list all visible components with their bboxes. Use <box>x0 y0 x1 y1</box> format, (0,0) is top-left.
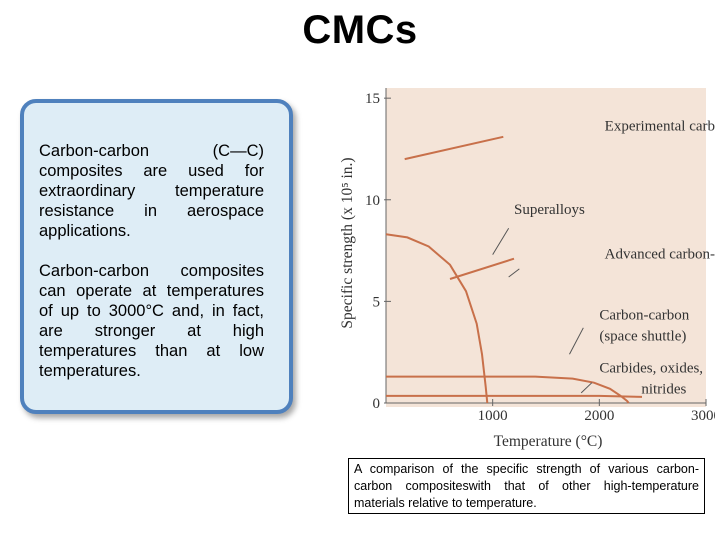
plot-background <box>386 88 706 407</box>
series-label-1: Experimental carbon-carbon <box>605 119 715 135</box>
x-tick-label: 1000 <box>478 408 508 424</box>
series-label-4: Carbon-carbon (space shuttle) <box>599 308 689 345</box>
y-tick-label: 10 <box>365 193 380 209</box>
description-paragraph-1: Carbon-carbon (C—C) composites are used … <box>39 142 264 240</box>
description-paragraph-2: Carbon-carbon composites can operate at … <box>39 262 264 380</box>
series-line-1 <box>404 135 504 161</box>
series-label-2: Superalloys <box>514 202 585 218</box>
description-box: Carbon-carbon (C—C) composites are used … <box>20 99 293 414</box>
series-label-5: Carbides, oxides, nitrides <box>599 361 703 398</box>
series-leader-3 <box>508 268 520 278</box>
x-tick-label: 3000 <box>691 408 715 424</box>
y-tick-label: 0 <box>373 396 381 412</box>
y-tick-label: 15 <box>365 91 380 107</box>
series-labels: Experimental carbon-carbon Superalloys Adv… <box>492 119 715 398</box>
series-lines <box>385 135 643 404</box>
series-leader-4 <box>569 327 584 355</box>
series-line-4 <box>386 375 630 404</box>
series-line-3 <box>449 257 515 280</box>
figure-caption: A comparison of the specific strength of… <box>348 458 705 514</box>
x-axis-title: Temperature (°C) <box>494 433 603 450</box>
axes: 0 5 10 15 1000 2000 3000 <box>365 88 715 424</box>
series-line-5 <box>386 394 643 398</box>
x-tick-label: 2000 <box>584 408 614 424</box>
y-tick-label: 5 <box>373 294 381 310</box>
series-leader-2 <box>492 227 510 255</box>
strength-temperature-chart: 0 5 10 15 1000 2000 3000 Experimental carbon-c… <box>339 88 715 450</box>
y-axis-title: Specific strength (x 10⁵ in.) <box>339 157 356 328</box>
series-leader-5 <box>580 382 593 394</box>
series-label-3: Advanced carbon-carbon <box>605 247 715 263</box>
slide-title: CMCs <box>302 8 418 52</box>
